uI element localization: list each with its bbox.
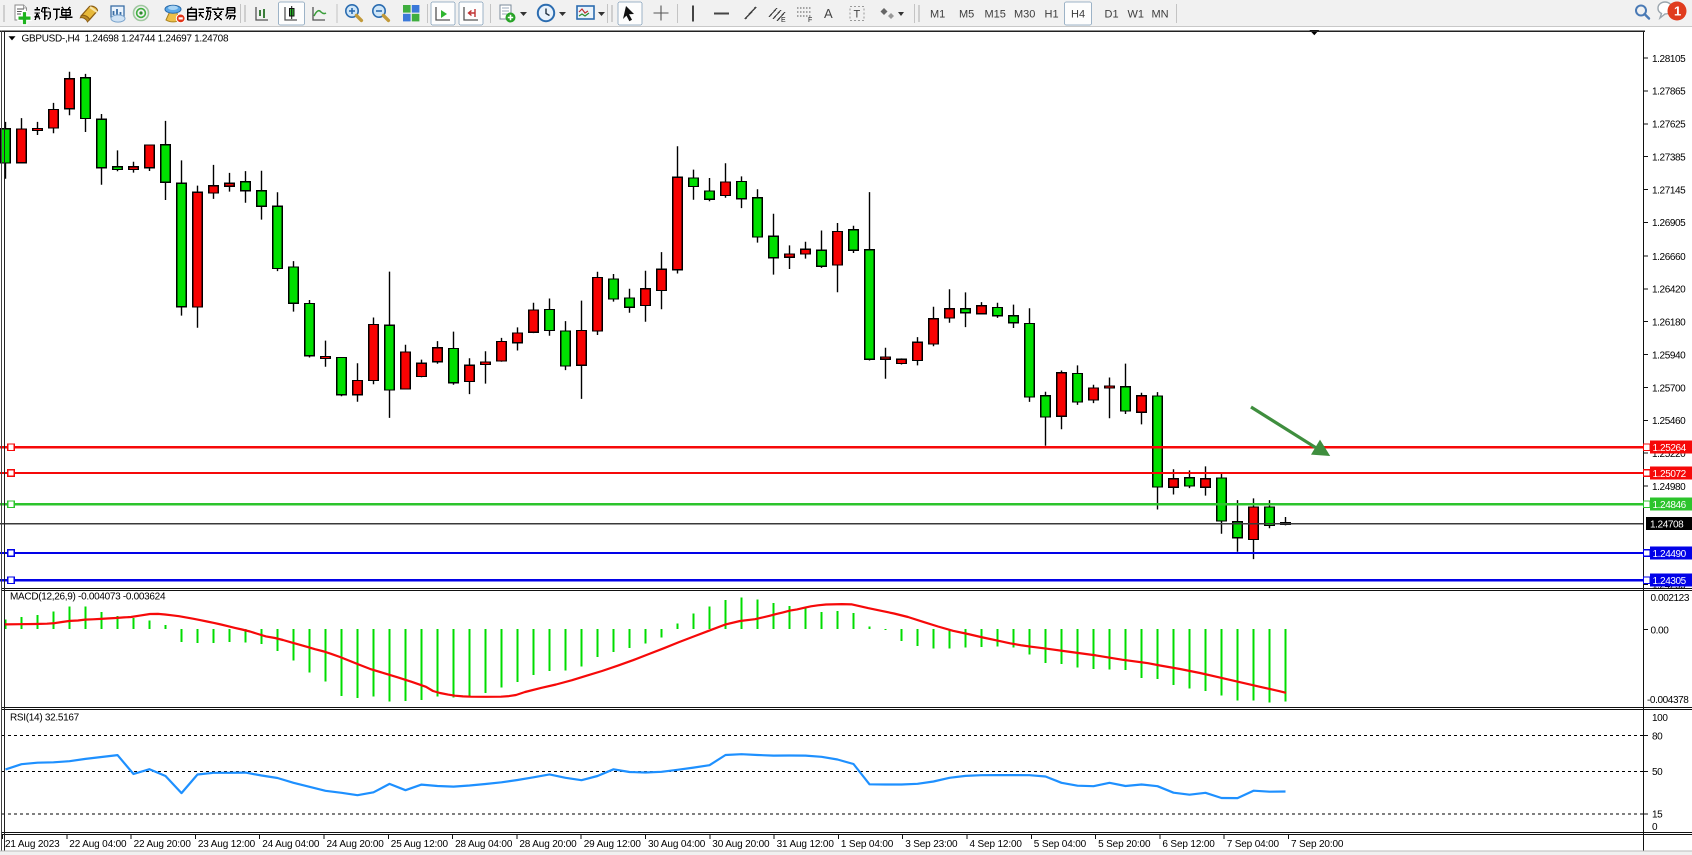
svg-text:3 Sep 23:00: 3 Sep 23:00	[905, 839, 958, 850]
svg-text:M30: M30	[1014, 9, 1035, 21]
svg-text:21 Aug 2023: 21 Aug 2023	[5, 839, 60, 850]
svg-text:RSI(14) 32.5167: RSI(14) 32.5167	[10, 713, 80, 724]
svg-text:E: E	[781, 17, 786, 24]
svg-text:24 Aug 20:00: 24 Aug 20:00	[327, 839, 385, 850]
svg-text:1.25460: 1.25460	[1652, 416, 1686, 427]
svg-text:MACD(12,26,9) -0.004073 -0.003: MACD(12,26,9) -0.004073 -0.003624	[10, 592, 166, 603]
svg-text:W1: W1	[1128, 9, 1145, 21]
svg-text:1.27385: 1.27385	[1652, 152, 1686, 163]
svg-text:28 Aug 04:00: 28 Aug 04:00	[455, 839, 513, 850]
svg-text:1.26660: 1.26660	[1652, 252, 1686, 263]
svg-text:5 Sep 04:00: 5 Sep 04:00	[1034, 839, 1087, 850]
svg-text:30 Aug 04:00: 30 Aug 04:00	[648, 839, 706, 850]
svg-text:1.24305: 1.24305	[1653, 576, 1687, 587]
svg-text:1.24846: 1.24846	[1653, 500, 1687, 511]
svg-text:1.24708: 1.24708	[1650, 520, 1684, 531]
svg-text:1.24980: 1.24980	[1652, 482, 1686, 493]
svg-text:1: 1	[1674, 4, 1681, 19]
svg-text:A: A	[824, 6, 833, 21]
svg-text:1.27865: 1.27865	[1652, 87, 1686, 98]
svg-text:7 Sep 04:00: 7 Sep 04:00	[1227, 839, 1280, 850]
svg-text:1.25700: 1.25700	[1652, 383, 1686, 394]
svg-text:50: 50	[1652, 767, 1663, 778]
svg-text:D1: D1	[1105, 9, 1119, 21]
svg-text:5 Sep 20:00: 5 Sep 20:00	[1098, 839, 1151, 850]
svg-text:1.25220: 1.25220	[1652, 449, 1686, 460]
svg-text:29 Aug 12:00: 29 Aug 12:00	[584, 839, 642, 850]
svg-text:4 Sep 12:00: 4 Sep 12:00	[970, 839, 1023, 850]
svg-text:H1: H1	[1045, 9, 1059, 21]
svg-text:100: 100	[1652, 713, 1668, 724]
svg-text:1.26905: 1.26905	[1652, 218, 1686, 229]
svg-text:M15: M15	[985, 9, 1006, 21]
svg-text:-0.004378: -0.004378	[1647, 695, 1689, 706]
svg-text:0: 0	[1652, 822, 1658, 833]
svg-text:28 Aug 20:00: 28 Aug 20:00	[519, 839, 577, 850]
svg-text:1.28105: 1.28105	[1652, 54, 1686, 65]
svg-text:1.27625: 1.27625	[1652, 120, 1686, 131]
svg-text:30 Aug 20:00: 30 Aug 20:00	[712, 839, 770, 850]
svg-text:15: 15	[1652, 810, 1663, 821]
svg-text:1.27145: 1.27145	[1652, 185, 1686, 196]
svg-text:T: T	[854, 9, 861, 21]
svg-text:1.25940: 1.25940	[1652, 350, 1686, 361]
svg-text:7 Sep 20:00: 7 Sep 20:00	[1291, 839, 1344, 850]
svg-text:GBPUSD-,H4 1.24698 1.24744 1.: GBPUSD-,H4 1.24698 1.24744 1.24697 1.247…	[22, 34, 229, 45]
svg-text:23 Aug 12:00: 23 Aug 12:00	[198, 839, 256, 850]
svg-text:22 Aug 20:00: 22 Aug 20:00	[134, 839, 192, 850]
svg-text:1.24490: 1.24490	[1653, 549, 1687, 560]
svg-text:24 Aug 04:00: 24 Aug 04:00	[262, 839, 320, 850]
svg-text:0.002123: 0.002123	[1651, 593, 1690, 604]
svg-text:25 Aug 12:00: 25 Aug 12:00	[391, 839, 449, 850]
svg-text:0.00: 0.00	[1651, 626, 1670, 637]
svg-text:31 Aug 12:00: 31 Aug 12:00	[777, 839, 835, 850]
svg-text:F: F	[808, 17, 812, 24]
svg-text:MN: MN	[1152, 9, 1169, 21]
svg-text:1.26420: 1.26420	[1652, 285, 1686, 296]
svg-text:1.25264: 1.25264	[1653, 443, 1687, 454]
svg-text:M5: M5	[959, 9, 974, 21]
svg-text:6 Sep 12:00: 6 Sep 12:00	[1162, 839, 1215, 850]
svg-text:M1: M1	[930, 9, 945, 21]
svg-text:80: 80	[1652, 731, 1663, 742]
svg-text:22 Aug 04:00: 22 Aug 04:00	[69, 839, 127, 850]
svg-text:1.25072: 1.25072	[1653, 469, 1687, 480]
svg-text:H4: H4	[1071, 9, 1085, 21]
svg-text:1.26180: 1.26180	[1652, 318, 1686, 329]
svg-text:1 Sep 04:00: 1 Sep 04:00	[841, 839, 894, 850]
